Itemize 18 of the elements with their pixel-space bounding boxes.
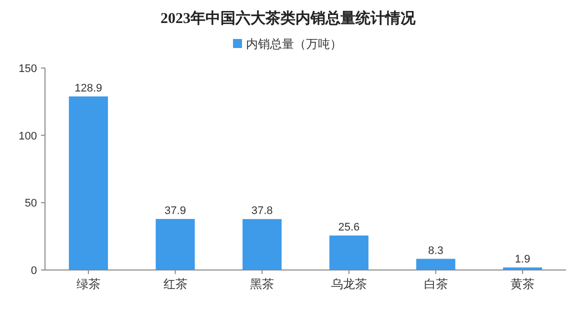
ytick: 50 — [24, 198, 37, 210]
data-label: 1.9 — [514, 253, 530, 266]
xtick: 黑茶 — [250, 277, 274, 291]
data-label: 37.9 — [164, 204, 186, 217]
ytick: 100 — [18, 130, 37, 142]
legend-label: 内销总量（万吨） — [246, 37, 342, 51]
xtick: 绿茶 — [76, 277, 100, 291]
data-label: 128.9 — [74, 82, 102, 94]
title: 2023年中国六大茶类内销总量统计情况 — [160, 11, 416, 27]
xtick: 黄茶 — [510, 277, 535, 291]
data-label: 8.3 — [428, 244, 444, 257]
ytick: 150 — [18, 63, 37, 75]
ytick: 0 — [30, 265, 37, 277]
xtick: 乌龙茶 — [330, 277, 367, 291]
xtick: 白茶 — [424, 277, 448, 291]
xtick: 红茶 — [163, 277, 188, 291]
data-label: 37.8 — [251, 205, 273, 218]
data-label: 25.6 — [338, 222, 360, 234]
